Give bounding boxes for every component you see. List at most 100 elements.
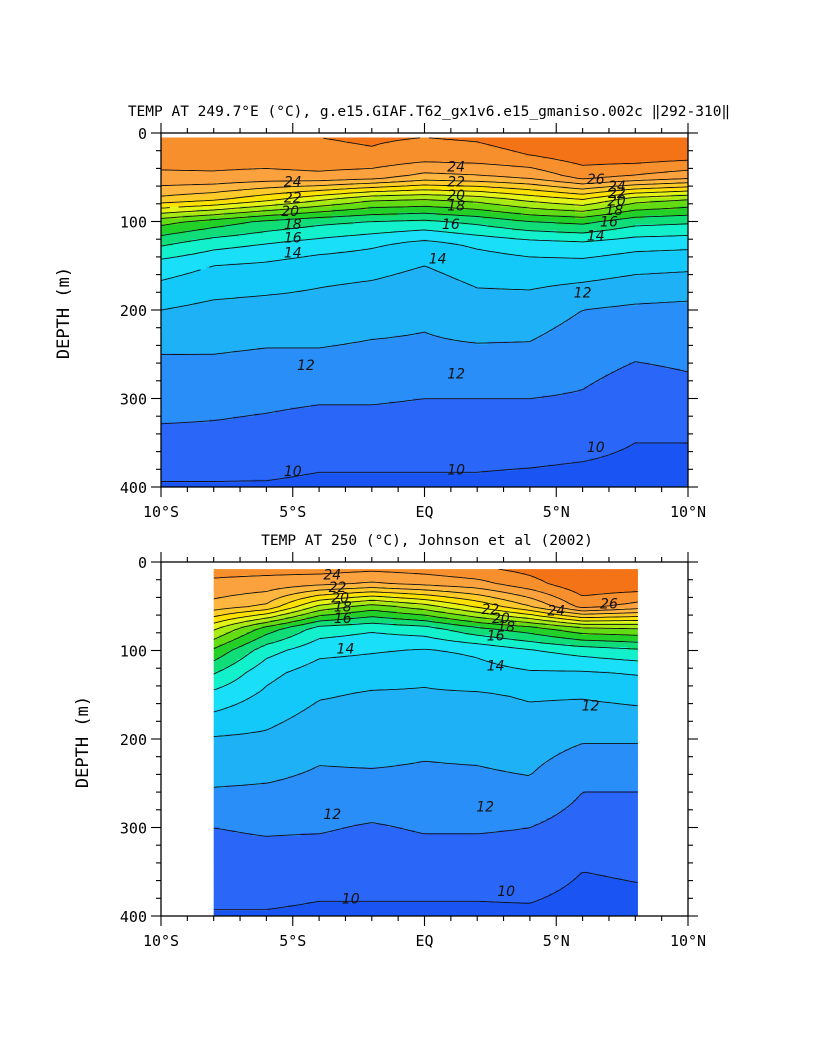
contour-line-24 xyxy=(213,581,638,612)
contour-line-26 xyxy=(498,569,638,597)
contour-label: 22 xyxy=(284,191,302,207)
contour-label: 12 xyxy=(323,807,341,823)
y-axis-label: DEPTH (m) xyxy=(54,267,74,359)
y-tick-label: 0 xyxy=(138,125,147,143)
x-tick-label: 5°S xyxy=(279,503,306,521)
contour-line-19 xyxy=(213,604,638,640)
contour-line-10 xyxy=(213,871,638,911)
panel-observations: TEMP AT 250 (°C), Johnson et al (2002) D… xyxy=(73,533,706,950)
contour-line-13 xyxy=(161,265,688,311)
y-tick-label: 200 xyxy=(120,302,147,320)
contour-line-15 xyxy=(161,229,688,260)
contour-line-23 xyxy=(161,179,688,197)
contour-line-24 xyxy=(161,172,688,187)
y-tick-label: 300 xyxy=(120,820,147,838)
y-tick-label: 100 xyxy=(120,643,147,661)
chart-title: TEMP AT 250 (°C), Johnson et al (2002) xyxy=(261,533,593,549)
contour-label: 14 xyxy=(487,659,505,675)
contour-label: 20 xyxy=(281,204,299,220)
contour-label: 22 xyxy=(329,580,347,596)
contour-label: 18 xyxy=(284,217,302,233)
contour-label: 24 xyxy=(547,604,565,620)
contour-line-14 xyxy=(213,648,638,713)
contour-label: 24 xyxy=(608,179,626,195)
x-tick-label: 5°N xyxy=(543,932,570,950)
contour-label: 24 xyxy=(284,175,302,191)
contour-label: 14 xyxy=(284,245,302,261)
contour-label: 26 xyxy=(587,172,605,188)
contour-label: 24 xyxy=(447,160,465,176)
y-tick-label: 100 xyxy=(120,214,147,232)
contour-line-11 xyxy=(161,361,688,425)
contour-line-22 xyxy=(213,591,638,619)
contour-label: 12 xyxy=(297,358,315,374)
x-tick-label: EQ xyxy=(415,932,433,950)
contour-line-14 xyxy=(161,240,688,281)
contour-line-13 xyxy=(213,687,638,737)
contour-label: 16 xyxy=(284,230,302,246)
contour-label: 16 xyxy=(442,217,460,233)
contour-label: 12 xyxy=(447,367,465,383)
contour-line-21 xyxy=(213,595,638,624)
x-tick-label: 10°N xyxy=(670,503,706,521)
y-axis-label: DEPTH (m) xyxy=(73,696,93,788)
contour-label: 20 xyxy=(608,193,626,209)
contour-label: 18 xyxy=(605,203,623,219)
x-tick-label: 10°N xyxy=(670,932,706,950)
contour-line-17 xyxy=(213,616,638,662)
contour-label: 24 xyxy=(323,567,341,583)
contour-line-26 xyxy=(323,137,688,166)
x-tick-label: 10°S xyxy=(143,932,179,950)
contour-label: 14 xyxy=(429,252,447,268)
y-tick-label: 300 xyxy=(120,391,147,409)
contour-label: 20 xyxy=(331,590,349,606)
contour-line-22 xyxy=(161,184,688,204)
contour-line-10 xyxy=(161,442,688,482)
contour-line-15 xyxy=(213,632,638,691)
contour-line-20 xyxy=(161,194,688,214)
contour-label: 18 xyxy=(447,199,465,215)
contour-line-21 xyxy=(161,189,688,209)
contour-label: 26 xyxy=(600,597,618,613)
temperature-field xyxy=(213,569,638,917)
contour-label: 10 xyxy=(497,884,515,900)
contour-label: 18 xyxy=(334,599,352,615)
contour-label: 22 xyxy=(481,602,499,618)
contour-label: 22 xyxy=(608,186,626,202)
contour-label: 10 xyxy=(447,462,465,478)
contour-label: 20 xyxy=(447,188,465,204)
contour-line-16 xyxy=(161,219,688,247)
contour-label: 12 xyxy=(476,799,494,815)
x-tick-label: 5°N xyxy=(543,503,570,521)
contour-line-18 xyxy=(213,609,638,650)
contour-label: 10 xyxy=(587,440,605,456)
contour-label: 16 xyxy=(600,215,618,231)
contour-label: 14 xyxy=(337,642,355,658)
contour-line-12 xyxy=(213,742,638,788)
contour-label: 12 xyxy=(574,285,592,301)
contour-label: 22 xyxy=(447,175,465,191)
contour-label: 14 xyxy=(587,229,605,245)
contour-label: 10 xyxy=(342,891,360,907)
y-tick-label: 400 xyxy=(120,908,147,926)
contour-line-23 xyxy=(213,587,638,615)
contour-label: 12 xyxy=(582,698,600,714)
contour-line-19 xyxy=(161,199,688,219)
contour-line-25 xyxy=(161,161,688,180)
contour-label: 18 xyxy=(497,620,515,636)
y-tick-label: 200 xyxy=(120,731,147,749)
contour-label: 10 xyxy=(284,464,302,480)
chart-title: TEMP AT 249.7°E (°C), g.e15.GIAF.T62_gx1… xyxy=(128,104,730,120)
x-tick-label: EQ xyxy=(415,503,433,521)
y-tick-label: 0 xyxy=(138,554,147,572)
contour-label: 16 xyxy=(487,628,505,644)
contour-label: 16 xyxy=(334,611,352,627)
x-tick-label: 10°S xyxy=(143,503,179,521)
contour-line-17 xyxy=(161,212,688,237)
contour-line-25 xyxy=(213,570,638,608)
contour-line-12 xyxy=(161,300,688,356)
contour-line-11 xyxy=(213,791,638,837)
contour-label: 20 xyxy=(492,611,510,627)
contour-line-20 xyxy=(213,599,638,631)
